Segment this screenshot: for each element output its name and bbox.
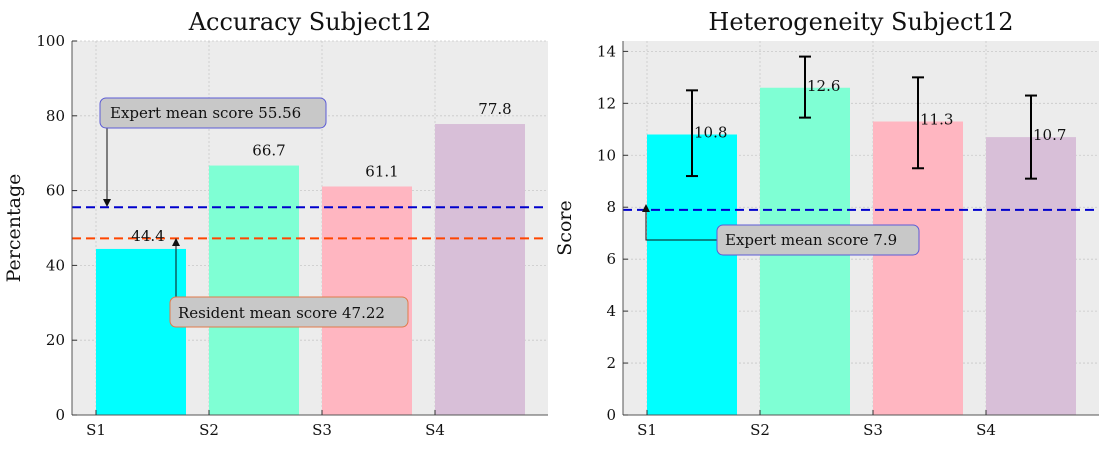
y-tick-label: 60 (46, 182, 65, 200)
y-tick-label: 100 (36, 32, 65, 50)
annotation-arrow-1 (642, 204, 717, 241)
y-tick-label: 6 (606, 250, 616, 268)
y-axis-label: Score (554, 200, 576, 255)
x-tick-label-S4: S4 (976, 421, 996, 439)
data-label-S2: 12.6 (807, 77, 840, 95)
chart-title: Heterogeneity Subject12 (708, 8, 1013, 36)
chart-1: 44.4 66.7 61.1 77.8 0 20 40 60 80 100 S1 S2 S3 S4 Accu… (3, 8, 548, 439)
y-tick-label: 2 (606, 354, 616, 372)
bar-S4 (986, 137, 1076, 415)
y-tick-label: 8 (606, 198, 616, 216)
annotation-box-1 (99, 97, 327, 129)
x-tick-label-S4: S4 (425, 421, 445, 439)
data-label-S4: 10.7 (1033, 126, 1066, 144)
y-tick-label: 10 (597, 146, 616, 164)
data-label-S1: 44.4 (131, 227, 164, 245)
y-tick-label: 20 (46, 331, 65, 349)
y-tick-label: 0 (606, 406, 616, 424)
data-label-S3: 61.1 (365, 162, 398, 180)
data-label-S4: 77.8 (478, 100, 511, 118)
data-label-S2: 66.7 (252, 142, 285, 160)
bar-S1 (647, 134, 737, 415)
x-tick-label-S3: S3 (863, 421, 883, 439)
annotation-box-1 (716, 224, 920, 256)
x-tick-label-S2: S2 (750, 421, 770, 439)
data-label-S3: 11.3 (920, 111, 953, 129)
bar-S2 (209, 165, 299, 415)
data-label-S1: 10.8 (694, 124, 727, 142)
x-tick-label-S2: S2 (199, 421, 219, 439)
annotation-text-1: Expert mean score 55.56 (110, 104, 301, 122)
bar-S1 (96, 248, 186, 415)
bar-S4 (435, 124, 525, 415)
y-tick-label: 12 (597, 94, 616, 112)
x-tick-label-S3: S3 (312, 421, 332, 439)
annotation-text-1: Expert mean score 7.9 (725, 231, 897, 249)
x-tick-label-S1: S1 (86, 421, 106, 439)
chart-title: Accuracy Subject12 (188, 8, 432, 36)
y-tick-label: 4 (606, 302, 616, 320)
annotation-text-2: Resident mean score 47.22 (178, 304, 385, 322)
y-axis-label: Percentage (3, 174, 25, 283)
y-tick-label: 40 (46, 256, 65, 274)
y-tick-label: 80 (46, 107, 65, 125)
chart-2: 10.8 12.6 11.3 10.7 0 2 4 6 8 10 12 14 S1 S2 S3 S4 Heter… (554, 8, 1099, 439)
bar-S3 (873, 121, 963, 415)
y-tick-label: 0 (55, 406, 65, 424)
x-tick-label-S1: S1 (637, 421, 657, 439)
annotation-box-2 (169, 296, 409, 328)
y-tick-label: 14 (597, 42, 616, 60)
